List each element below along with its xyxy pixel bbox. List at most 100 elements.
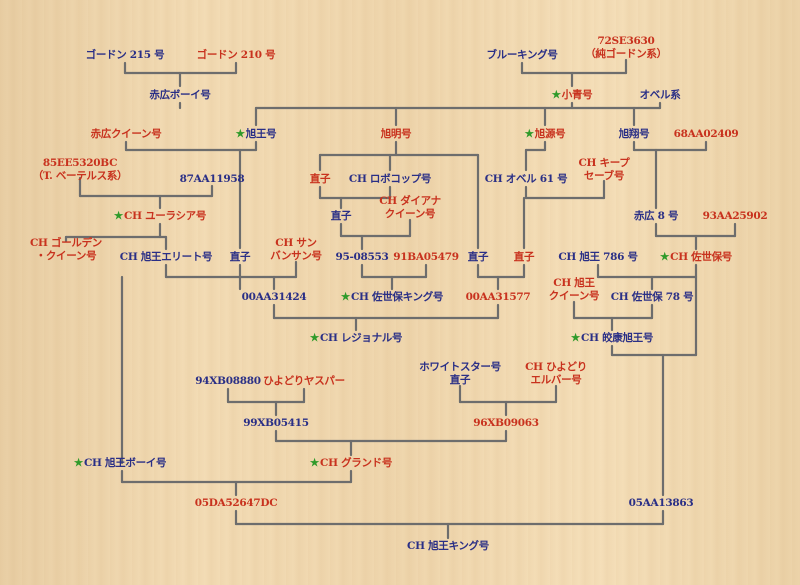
node-text: 赤広クイーン号 <box>90 128 162 140</box>
star-icon: ★ <box>524 128 534 140</box>
node-gordon215: ゴードン 215 号 <box>86 49 165 61</box>
node-85ee5320bc: 85EE5320BC （T. ベーテルス系） <box>32 157 128 183</box>
node-text: 72SE3630 <box>597 35 655 47</box>
node-text: バンサン号 <box>270 250 322 262</box>
star-icon: ★ <box>309 457 320 469</box>
node-91ba05479: 91BA05479 <box>393 251 459 263</box>
node-05aa13863: 05AA13863 <box>629 497 694 509</box>
node-naoko-5: 直子 <box>514 251 535 263</box>
node-naoko-3: 直子 <box>229 251 251 263</box>
node-text: 旭源号 <box>534 128 566 140</box>
node-text: CH サン <box>275 237 317 249</box>
node-68aa02409: 68AA02409 <box>674 128 739 140</box>
node-text: 91BA05479 <box>393 251 459 263</box>
node-ch-asahi786: CH 旭王 786 号 <box>558 251 638 263</box>
star-icon: ★ <box>551 89 561 101</box>
node-text: ・クイーン号 <box>35 250 97 262</box>
node-naoko-4: 直子 <box>467 251 489 263</box>
star-icon: ★ <box>340 291 350 303</box>
node-text: ゴードン 210 号 <box>196 49 276 61</box>
node-95-08553: 95-08553 <box>335 251 388 263</box>
node-ch-grand: ★CH グランド号 <box>310 457 392 469</box>
node-ch-oberu61: CH オベル 61 号 <box>485 173 568 185</box>
node-text: 96XB09063 <box>473 417 539 429</box>
node-text: 小青号 <box>561 89 593 101</box>
node-asahigen: ★旭源号 <box>525 128 566 140</box>
node-text: CH グランド号 <box>320 457 393 469</box>
node-text: 直子 <box>309 173 331 185</box>
node-text: CH ひよどり <box>525 361 587 373</box>
node-hoshi: ★小青号 <box>552 89 593 101</box>
node-ch-sasebo78: CH 佐世保 78 号 <box>611 291 694 303</box>
node-text: CH 皎康旭王号 <box>581 332 654 344</box>
node-ch-golden-queen: CH ゴールデン ・クイーン号 <box>30 237 102 263</box>
node-text: 旭王号 <box>245 128 277 140</box>
node-white-star: ホワイトスター号 直子 <box>419 361 501 387</box>
node-text: CH 佐世保号 <box>670 251 732 263</box>
node-text: オベル系 <box>639 89 681 101</box>
node-72se3630: 72SE3630 （純ゴードン系） <box>585 35 667 61</box>
node-ch-sun-bansan: CH サン バンサン号 <box>270 237 322 263</box>
node-text: 直子 <box>449 374 471 386</box>
star-icon: ★ <box>113 210 124 222</box>
node-hiyori-yasper: ひよどりヤスパー <box>263 375 345 387</box>
node-ch-eurasia: ★CH ユーラシア号 <box>114 210 206 222</box>
node-96xb09063: 96XB09063 <box>473 417 539 429</box>
star-icon: ★ <box>309 332 319 344</box>
node-ch-koube-asahi: ★CH 皎康旭王号 <box>571 332 653 344</box>
node-text: 直子 <box>330 210 352 222</box>
node-text: エルバー号 <box>530 374 582 386</box>
node-00aa31577: 00AA31577 <box>466 291 531 303</box>
node-gordon210: ゴードン 210 号 <box>197 49 276 61</box>
node-ch-asahi-elite: CH 旭王エリート号 <box>120 251 213 263</box>
node-text: CH ユーラシア号 <box>124 210 207 222</box>
node-text: セーブ号 <box>583 170 625 182</box>
node-93aa25902: 93AA25902 <box>703 210 768 222</box>
node-text: CH キープ <box>578 157 630 169</box>
node-text: CH 旭王キング号 <box>407 540 489 552</box>
node-text: CH 旭王ボーイ号 <box>83 457 167 469</box>
node-00aa31424: 00AA31424 <box>242 291 307 303</box>
node-ch-sasebo: ★CH 佐世保号 <box>660 251 732 263</box>
node-ch-asahi-queen: CH 旭王 クイーン号 <box>549 277 600 303</box>
node-text: 直子 <box>467 251 489 263</box>
node-text: クイーン号 <box>384 208 436 220</box>
node-oberu-kei: オベル系 <box>640 89 681 101</box>
node-text: CH 旭王 <box>553 277 595 289</box>
node-ch-hiyori-elba: CH ひよどり エルバー号 <box>525 361 587 387</box>
node-text: CH ゴールデン <box>29 237 103 249</box>
node-text: 00AA31424 <box>241 291 307 303</box>
node-text: ひよどりヤスパー <box>263 375 345 387</box>
node-ch-diana: CH ダイアナ クイーン号 <box>379 195 441 221</box>
node-text: （T. ベーテルス系） <box>32 170 128 182</box>
node-text: ホワイトスター号 <box>419 361 501 373</box>
star-icon: ★ <box>235 128 245 140</box>
node-ch-keepsave: CH キープ セーブ号 <box>578 157 629 183</box>
node-text: CH 佐世保 78 号 <box>610 291 694 303</box>
node-naoko-2: 直子 <box>330 210 352 222</box>
node-text: 99XB05415 <box>243 417 309 429</box>
node-text: ゴードン 215 号 <box>85 49 165 61</box>
node-akahiro-boy: 赤広ボーイ号 <box>149 89 211 101</box>
node-94xb08880: 94XB08880 <box>195 375 261 387</box>
node-text: 93AA25902 <box>702 210 768 222</box>
node-akahiro8: 赤広 8 号 <box>634 210 679 222</box>
star-icon: ★ <box>660 251 670 263</box>
node-text: CH 旭王 786 号 <box>558 251 638 263</box>
node-text: 05AA13863 <box>628 497 694 509</box>
node-asahishou: 旭翔号 <box>619 128 650 140</box>
node-text: CH ダイアナ <box>379 195 441 207</box>
node-ch-asahi-boy: ★CH 旭王ボーイ号 <box>74 457 167 469</box>
node-ch-regional: ★CH レジョナル号 <box>309 332 403 344</box>
node-blueking: ブルーキング号 <box>486 49 557 61</box>
node-ch-sasebo-king: ★CH 佐世保キング号 <box>340 291 444 303</box>
node-text: 94XB08880 <box>195 375 261 387</box>
node-text: （純ゴードン系） <box>585 48 667 60</box>
node-text: 直子 <box>229 251 251 263</box>
node-text: 85EE5320BC <box>42 157 118 169</box>
node-text: 05DA52647DC <box>194 497 278 509</box>
star-icon: ★ <box>570 332 581 344</box>
node-05da52647dc: 05DA52647DC <box>195 497 278 509</box>
